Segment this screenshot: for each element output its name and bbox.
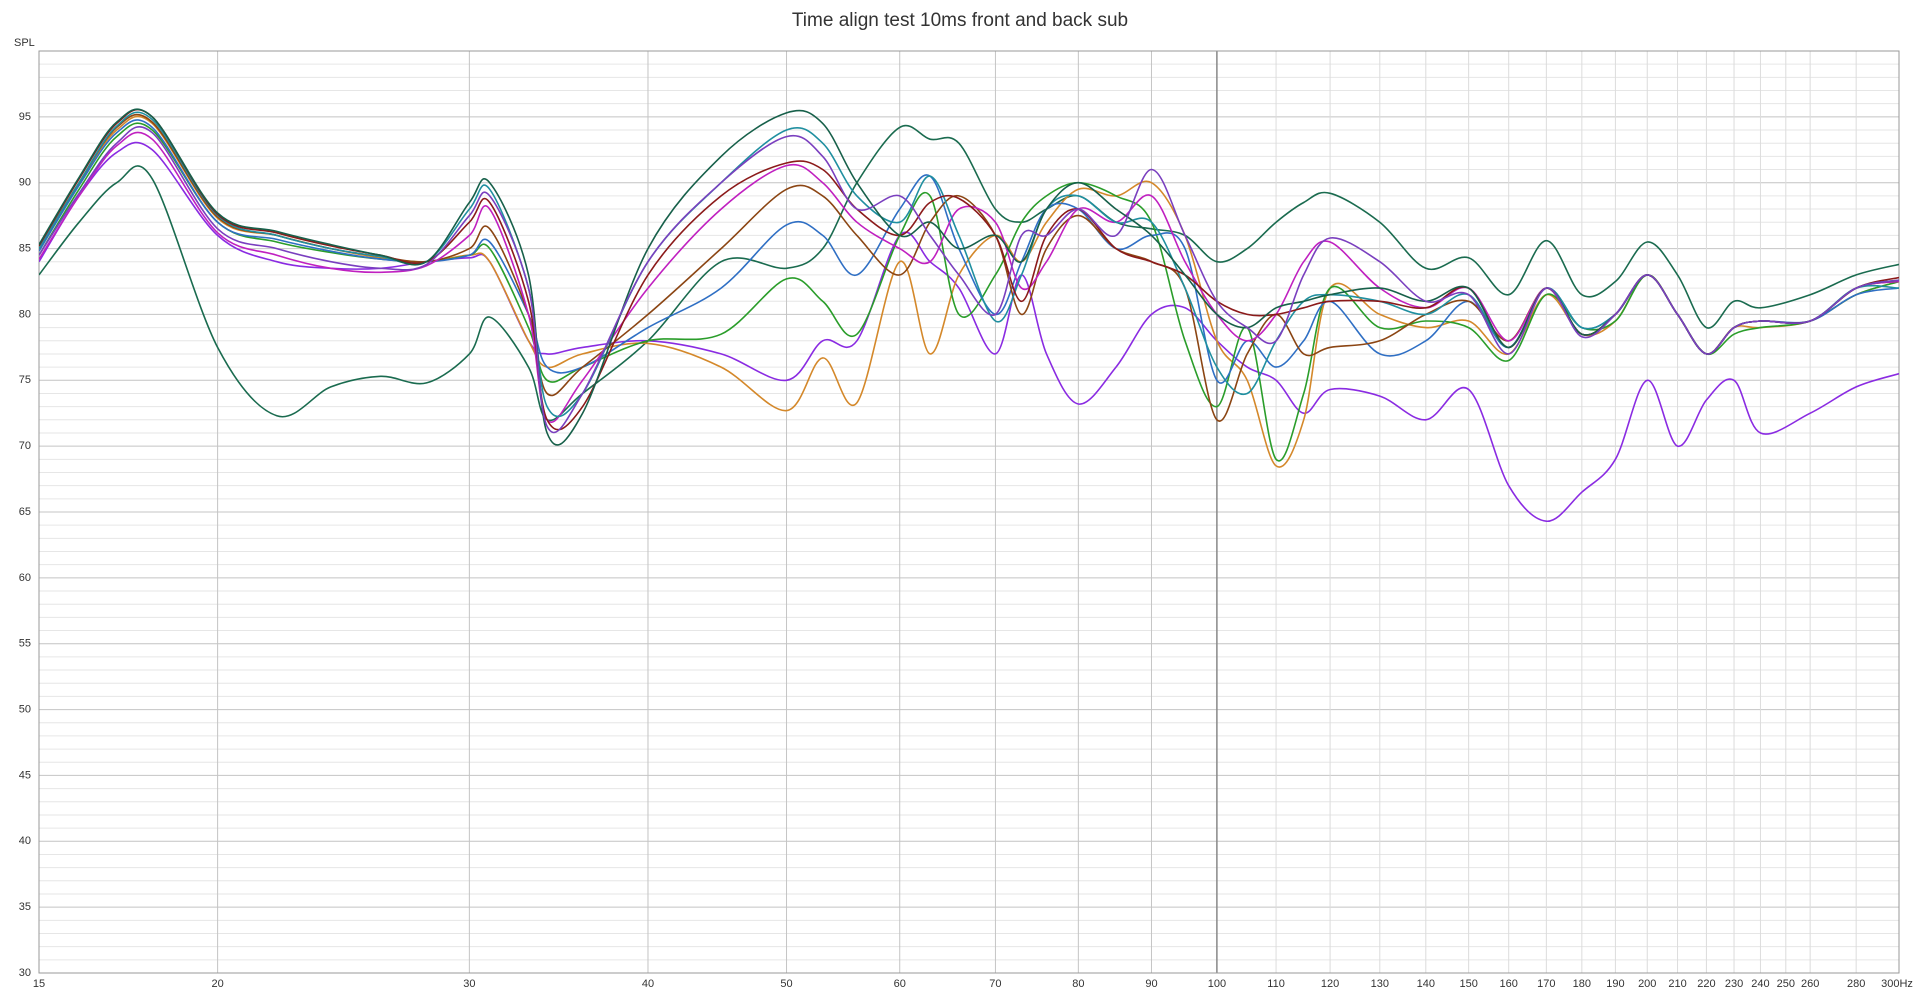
x-tick-label: 120 bbox=[1321, 978, 1339, 990]
x-tick-label: 240 bbox=[1751, 978, 1769, 990]
x-tick-label: 160 bbox=[1500, 978, 1518, 990]
response-line bbox=[39, 122, 1899, 462]
response-line bbox=[39, 126, 1899, 434]
y-tick-label: 75 bbox=[19, 374, 31, 386]
x-tick-label: 150 bbox=[1459, 978, 1477, 990]
y-tick-label: 85 bbox=[19, 242, 31, 254]
y-tick-label: 90 bbox=[19, 177, 31, 189]
response-line bbox=[39, 115, 1899, 468]
x-tick-label: 180 bbox=[1573, 978, 1591, 990]
x-tick-label: 80 bbox=[1072, 978, 1084, 990]
chart-title: Time align test 10ms front and back sub bbox=[792, 10, 1128, 31]
x-tick-label: 300Hz bbox=[1881, 978, 1913, 990]
x-tick-label: 200 bbox=[1638, 978, 1656, 990]
response-line bbox=[39, 108, 1899, 446]
response-line bbox=[39, 141, 1899, 523]
y-tick-label: 70 bbox=[19, 440, 31, 452]
x-tick-label: 130 bbox=[1371, 978, 1389, 990]
y-tick-label: 60 bbox=[19, 572, 31, 584]
x-tick-label: 30 bbox=[463, 978, 475, 990]
x-tick-label: 210 bbox=[1668, 978, 1686, 990]
x-tick-label: 280 bbox=[1847, 978, 1865, 990]
x-tick-label: 220 bbox=[1697, 978, 1715, 990]
y-tick-label: 50 bbox=[19, 703, 31, 715]
y-tick-label: 30 bbox=[19, 967, 31, 979]
x-tick-label: 50 bbox=[780, 978, 792, 990]
y-tick-label: 80 bbox=[19, 308, 31, 320]
x-tick-label: 170 bbox=[1537, 978, 1555, 990]
x-tick-label: 230 bbox=[1725, 978, 1743, 990]
response-line bbox=[39, 124, 1899, 422]
x-tick-label: 100 bbox=[1208, 978, 1226, 990]
plot-frame bbox=[38, 50, 1900, 974]
y-tick-label: 65 bbox=[19, 506, 31, 518]
x-tick-label: 90 bbox=[1145, 978, 1157, 990]
y-tick-label: 35 bbox=[19, 901, 31, 913]
y-tick-label: 95 bbox=[19, 111, 31, 123]
y-tick-label: 40 bbox=[19, 835, 31, 847]
x-tick-label: 140 bbox=[1417, 978, 1435, 990]
x-tick-label: 110 bbox=[1267, 978, 1285, 990]
x-tick-label: 60 bbox=[894, 978, 906, 990]
x-tick-label: 250 bbox=[1777, 978, 1795, 990]
x-tick-label: 190 bbox=[1606, 978, 1624, 990]
x-tick-label: 40 bbox=[642, 978, 654, 990]
y-tick-label: 55 bbox=[19, 638, 31, 650]
y-axis-label: SPL bbox=[14, 37, 35, 49]
x-tick-label: 70 bbox=[989, 978, 1001, 990]
x-tick-label: 15 bbox=[33, 978, 45, 990]
y-tick-label: 45 bbox=[19, 769, 31, 781]
x-tick-label: 20 bbox=[211, 978, 223, 990]
x-tick-label: 260 bbox=[1801, 978, 1819, 990]
